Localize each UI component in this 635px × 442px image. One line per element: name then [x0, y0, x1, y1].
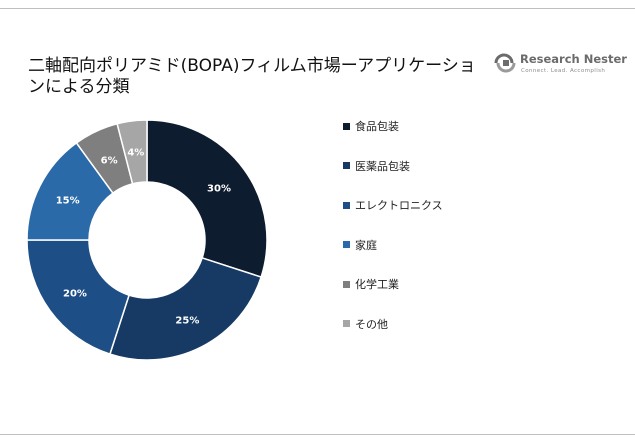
research-nester-logo-icon: [494, 53, 516, 73]
legend-swatch: [343, 241, 350, 248]
slice-value-label: 6%: [101, 155, 118, 166]
legend-label: その他: [355, 317, 388, 331]
legend-item: 医薬品包装: [343, 158, 410, 174]
brand-tagline: Connect. Lead. Accomplish: [521, 68, 606, 74]
legend-item: 食品包装: [343, 118, 399, 134]
legend-swatch: [343, 320, 350, 327]
research-nester-logo: Research Nester Connect. Lead. Accomplis…: [492, 50, 627, 80]
legend-label: エレクトロニクス: [355, 199, 443, 212]
legend-label: 化学工業: [355, 278, 399, 291]
slice-value-label: 25%: [175, 315, 199, 326]
legend-item: エレクトロニクス: [343, 197, 443, 213]
donut-chart: 30% 25% 20% 15% 6% 4%: [26, 119, 268, 361]
legend-item: 化学工業: [343, 276, 399, 292]
legend-swatch: [343, 201, 350, 209]
slice-value-label: 20%: [63, 288, 87, 299]
slice-value-label: 15%: [56, 196, 80, 207]
legend-swatch: [343, 280, 350, 288]
chart-title: 二軸配向ポリアミド(BOPA)フィルム市場ーアプリケーションによる分類: [28, 56, 476, 97]
legend-item: 家庭: [343, 237, 377, 253]
legend-item: その他: [343, 316, 388, 332]
donut-slice: [116, 119, 148, 185]
legend-swatch: [343, 162, 350, 169]
legend-label: 医薬品包装: [355, 159, 410, 173]
slice-value-label: 30%: [207, 184, 231, 195]
brand-name: Research Nester: [520, 52, 627, 66]
legend-swatch: [343, 122, 350, 130]
donut-slice: [26, 239, 131, 356]
legend-label: 家庭: [355, 238, 377, 252]
top-divider: [0, 8, 635, 9]
slice-value-label: 4%: [127, 148, 144, 159]
donut-slice: [146, 119, 268, 279]
bottom-divider: [0, 434, 635, 435]
legend-label: 食品包装: [355, 120, 399, 133]
donut-slice: [108, 256, 263, 361]
